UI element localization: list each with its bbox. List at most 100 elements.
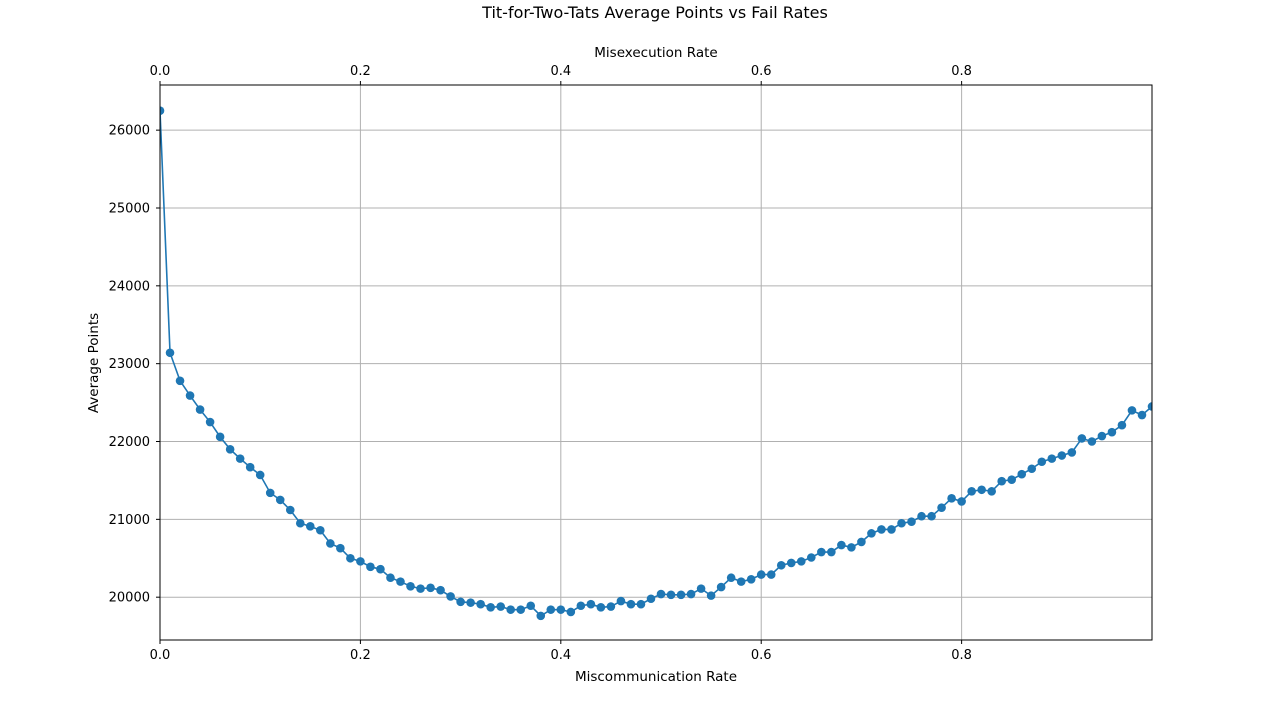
data-point	[937, 503, 946, 512]
x-tick-label: 0.0	[150, 648, 171, 663]
chart-title: Tit-for-Two-Tats Average Points vs Fail …	[481, 3, 828, 22]
data-point	[295, 518, 305, 528]
data-point	[756, 570, 766, 579]
data-point	[316, 525, 325, 535]
y-tick-label: 24000	[109, 279, 150, 294]
data-point	[646, 594, 656, 604]
x-tick-label: 0.8	[951, 648, 972, 663]
data-point	[686, 589, 696, 599]
data-point	[195, 405, 205, 414]
series-line	[160, 110, 1152, 617]
data-point	[766, 570, 776, 579]
data-point	[255, 470, 265, 480]
data-point	[215, 432, 225, 442]
data-point	[1107, 427, 1117, 437]
data-point	[426, 583, 435, 593]
data-point	[376, 564, 385, 574]
y-tick-label: 25000	[109, 201, 150, 216]
data-point	[205, 417, 215, 427]
data-point	[857, 537, 866, 547]
data-point	[1147, 402, 1152, 411]
y-tick-label: 23000	[109, 357, 150, 372]
data-point	[516, 605, 526, 614]
x2-tick-label: 0.0	[150, 64, 171, 79]
x2-tick-label: 0.8	[951, 64, 972, 79]
data-point	[786, 558, 796, 568]
data-point	[336, 543, 345, 553]
data-point	[897, 518, 906, 528]
data-point	[776, 560, 786, 570]
data-point	[185, 391, 195, 400]
data-point	[726, 573, 736, 583]
data-point	[977, 485, 986, 495]
data-point	[456, 597, 465, 607]
data-point	[175, 376, 185, 386]
data-point	[235, 454, 245, 463]
x-axis-label: Miscommunication Rate	[575, 669, 737, 685]
data-point	[907, 517, 916, 526]
data-point	[837, 540, 846, 550]
data-point	[506, 605, 516, 614]
data-point	[636, 599, 646, 609]
series-layer	[160, 106, 1152, 621]
data-point	[676, 590, 686, 600]
x-tick-label: 0.6	[751, 648, 772, 663]
data-point	[596, 603, 606, 612]
data-point	[536, 611, 546, 621]
data-point	[1097, 431, 1107, 441]
data-point	[957, 497, 966, 506]
data-point	[1087, 437, 1097, 446]
data-point	[366, 562, 375, 572]
data-point	[466, 598, 475, 607]
data-point	[496, 602, 505, 611]
y-tick-label: 26000	[109, 124, 150, 139]
data-point	[1037, 457, 1047, 467]
data-point	[917, 511, 926, 521]
data-point	[386, 573, 395, 583]
data-point	[626, 599, 636, 609]
data-point	[1047, 454, 1057, 463]
axes: 0.0 0.0 0.2 0.2 0.4 0.4 0.6 0.6 0.8 0.8 20000 21000…	[109, 64, 972, 663]
data-point	[1067, 448, 1077, 457]
data-point	[867, 529, 876, 538]
x2-tick-label: 0.4	[550, 64, 571, 79]
x-tick-label: 0.2	[350, 648, 371, 663]
data-point	[716, 582, 726, 592]
data-point	[1027, 464, 1037, 474]
x2-axis-label: Misexecution Rate	[594, 45, 717, 61]
data-point	[160, 106, 165, 115]
plot-frame	[159, 84, 1153, 641]
data-point	[666, 590, 676, 600]
y-axis-label: Average Points	[86, 313, 102, 413]
data-point	[656, 589, 666, 599]
data-point	[416, 584, 425, 593]
data-point	[586, 599, 596, 609]
data-point	[927, 511, 936, 521]
data-point	[807, 553, 816, 562]
data-point	[245, 462, 255, 472]
data-point	[706, 591, 716, 600]
data-point	[406, 581, 415, 591]
data-point	[877, 525, 886, 534]
x2-tick-label: 0.2	[350, 64, 371, 79]
y-tick-label: 21000	[109, 513, 150, 528]
data-point	[285, 505, 295, 515]
data-point	[1057, 451, 1067, 460]
x-tick-label: 0.4	[550, 648, 571, 663]
y-tick-label: 20000	[109, 591, 150, 606]
data-point	[486, 603, 495, 612]
data-point	[306, 522, 315, 531]
data-point	[225, 444, 235, 454]
data-point	[265, 488, 275, 498]
data-point	[947, 494, 956, 503]
data-point	[346, 553, 355, 563]
data-point	[746, 574, 756, 584]
data-point	[436, 585, 445, 595]
data-point	[827, 547, 836, 557]
data-point	[987, 487, 996, 496]
data-point	[326, 539, 335, 548]
data-point	[736, 577, 746, 586]
data-point	[606, 602, 616, 611]
